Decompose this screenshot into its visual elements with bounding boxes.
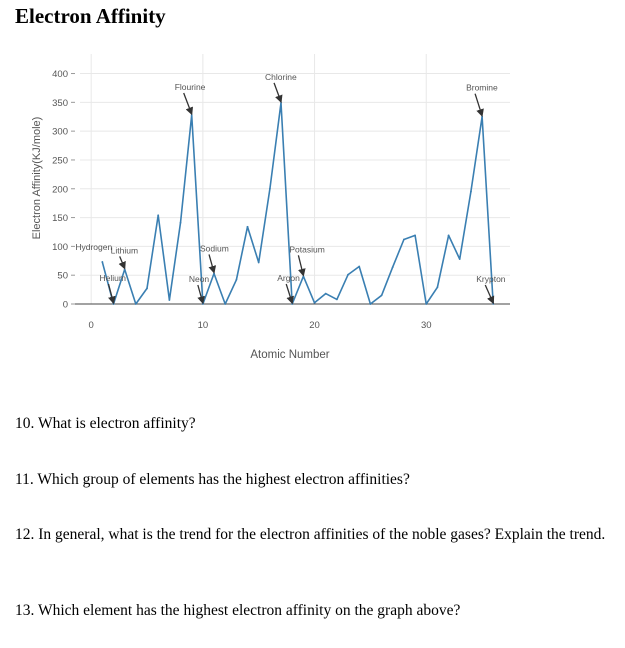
- data-point: [201, 303, 204, 305]
- data-point: [224, 303, 227, 305]
- x-axis-label: Atomic Number: [250, 349, 329, 361]
- data-point: [335, 298, 338, 301]
- annotation-arrow: [285, 283, 294, 305]
- annotation-label: Flourine: [175, 82, 206, 92]
- data-point: [436, 286, 439, 289]
- data-point: [257, 261, 260, 264]
- data-point: [213, 272, 215, 275]
- data-point: [481, 115, 483, 118]
- annotation-arrow: [118, 256, 126, 270]
- question-13: 13. Which element has the highest electr…: [15, 602, 461, 619]
- y-tick-label: 300: [52, 127, 68, 138]
- data-point: [157, 214, 160, 217]
- data-point: [347, 273, 349, 276]
- annotation-label: Lithium: [111, 245, 138, 255]
- question-10: 10. What is electron affinity?: [15, 415, 196, 432]
- data-point: [235, 278, 238, 281]
- data-point: [101, 261, 104, 263]
- data-point: [146, 287, 148, 290]
- data-point: [179, 221, 182, 224]
- y-tick-label: 350: [52, 98, 68, 109]
- data-point: [402, 238, 405, 241]
- annotation-label: Neon: [189, 274, 210, 284]
- series-layer: [101, 102, 495, 305]
- x-tick-label: 20: [309, 320, 320, 331]
- data-point: [492, 303, 495, 305]
- annotation-label: Chlorine: [265, 72, 297, 82]
- annotation-arrow: [273, 82, 283, 104]
- data-point: [134, 303, 137, 305]
- data-point: [268, 187, 271, 190]
- annotation-arrow: [183, 92, 194, 116]
- question-11: 11. Which group of elements has the high…: [15, 471, 410, 488]
- y-tick-label: 250: [52, 155, 68, 166]
- y-tick-label: 0: [63, 300, 68, 311]
- annotation-label: Hydrogen: [75, 242, 112, 252]
- data-point: [280, 102, 282, 104]
- annotation-label: Potasium: [289, 244, 324, 254]
- y-tick-label: 150: [52, 213, 68, 224]
- data-point: [447, 234, 450, 237]
- electron-affinity-chart: 0 50 100 150 200 250 300 350 400 0 10 20 30 Hydrogen…: [31, 54, 510, 361]
- y-tick-label: 400: [52, 69, 68, 80]
- y-tick-label: 50: [57, 271, 68, 282]
- x-tick-label: 0: [89, 320, 94, 331]
- question-12: 12. In general, what is the trend for th…: [15, 526, 606, 543]
- annotation-label: Argon: [277, 273, 300, 283]
- annotation-arrow: [297, 255, 306, 277]
- data-point: [291, 303, 294, 305]
- data-point: [458, 258, 461, 260]
- y-axis-label: Electron Affinity(KJ/mole): [31, 117, 43, 240]
- annotation-arrow: [107, 283, 116, 305]
- annotation-arrow: [197, 284, 205, 305]
- annotation-arrow: [208, 254, 217, 274]
- annotation-arrow: [474, 93, 484, 117]
- annotation-label: Helium: [100, 273, 126, 283]
- series-line: [101, 102, 494, 305]
- data-point: [112, 303, 115, 305]
- annotation-label: Bromine: [466, 83, 498, 93]
- data-point: [425, 303, 428, 305]
- data-point: [324, 292, 327, 295]
- axes: 0 50 100 150 200 250 300 350 400 0 10 20 30: [52, 69, 510, 331]
- data-point: [391, 266, 394, 269]
- y-tick-label: 200: [52, 184, 68, 195]
- annotation-label: Sodium: [200, 243, 229, 253]
- data-point: [302, 275, 305, 278]
- data-point: [358, 265, 361, 268]
- data-point: [470, 190, 472, 193]
- data-point: [246, 225, 249, 228]
- data-point: [190, 114, 193, 116]
- data-point: [313, 301, 316, 304]
- x-tick-label: 30: [421, 320, 432, 331]
- data-point: [380, 294, 383, 297]
- page-title: Electron Affinity: [15, 4, 166, 28]
- data-point: [369, 303, 372, 305]
- x-tick-label: 10: [198, 320, 209, 331]
- annotation-label: Krypton: [476, 274, 506, 284]
- y-tick-label: 100: [52, 242, 68, 253]
- data-point: [168, 299, 171, 301]
- data-point: [123, 268, 126, 271]
- grid-lines: [80, 54, 510, 304]
- data-point: [414, 234, 416, 237]
- annotation-arrow: [484, 284, 495, 305]
